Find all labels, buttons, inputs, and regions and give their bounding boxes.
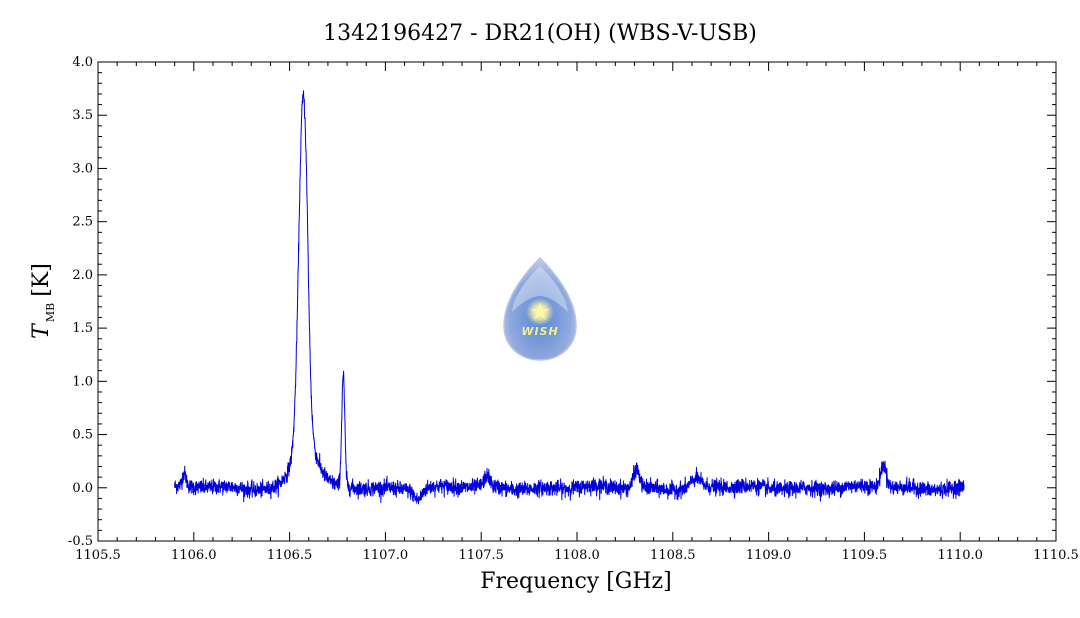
y-tick-label: 1.0: [72, 374, 93, 389]
y-axis-label-unit: [K]: [29, 263, 54, 297]
x-tick-label: 1110.5: [1033, 548, 1079, 563]
wish-logo-text: WISH: [521, 325, 558, 338]
x-tick-label: 1108.0: [554, 548, 600, 563]
x-tick-label: 1106.5: [267, 548, 313, 563]
y-tick-label: 0.5: [72, 428, 93, 443]
y-tick-label: 1.5: [72, 321, 93, 336]
wish-logo: WISH: [503, 256, 577, 361]
x-tick-label: 1110.0: [937, 548, 983, 563]
x-axis-label: Frequency [GHz]: [480, 569, 672, 594]
y-tick-label: 2.0: [72, 268, 93, 283]
axis-ticks: [97, 61, 1057, 542]
x-tick-label: 1107.0: [363, 548, 409, 563]
series-line: [174, 90, 965, 505]
y-axis-label-symbol: T: [29, 322, 54, 339]
wish-drop-highlight: [512, 266, 568, 312]
y-axis-label-subscript: MB: [44, 303, 57, 322]
y-tick-label: 3.5: [72, 108, 93, 123]
y-tick-label: -0.5: [68, 534, 93, 549]
star-icon: [531, 302, 549, 320]
y-tick-label: 0.0: [72, 481, 93, 496]
svg-text:TMB[K]: TMB [K]: [29, 263, 57, 339]
y-tick-label: 3.0: [72, 161, 93, 176]
x-tick-label: 1109.5: [842, 548, 888, 563]
y-tick-label: 4.0: [72, 55, 93, 70]
x-tick-label: 1106.0: [171, 548, 217, 563]
x-tick-label: 1109.0: [746, 548, 792, 563]
x-tick-label: 1105.5: [75, 548, 121, 563]
y-tick-label: 2.5: [72, 215, 93, 230]
x-tick-label: 1107.5: [458, 548, 504, 563]
x-tick-label: 1108.5: [650, 548, 696, 563]
y-tick-labels: -0.5 0.0 0.5 1.0 1.5 2.0 2.5 3.0 3.5 4.0: [68, 55, 93, 549]
chart-title: 1342196427 - DR21(OH) (WBS-V-USB): [323, 21, 757, 46]
x-tick-labels: 1105.5 1106.0 1106.5 1107.0 1107.5 1108.0 1108…: [75, 548, 1079, 563]
y-axis-label: TMB [K]: [29, 263, 57, 339]
plot-frame: [97, 61, 1057, 542]
